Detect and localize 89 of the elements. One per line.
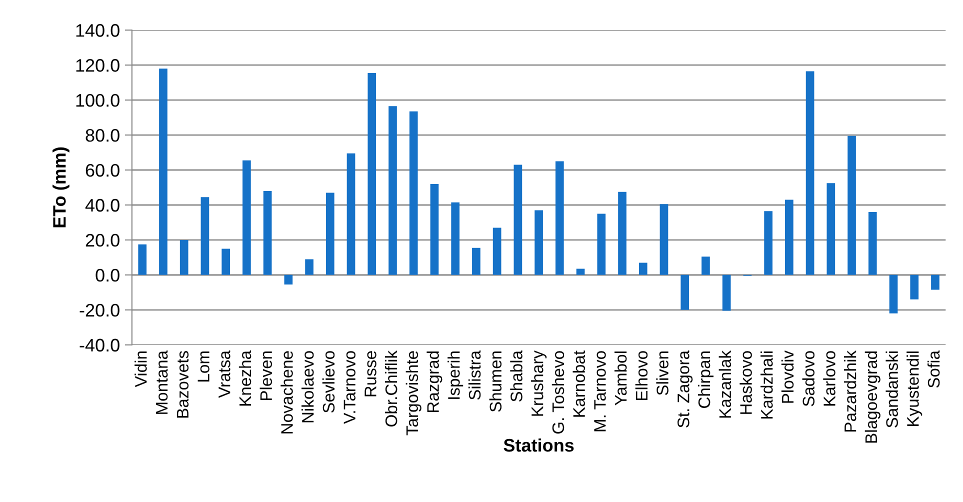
y-tick-label: -40.0: [80, 338, 120, 352]
x-tick-label: Krushary: [531, 350, 547, 416]
bar: [430, 184, 439, 275]
x-tick-label: G. Toshevo: [552, 351, 564, 434]
bar: [910, 274, 919, 300]
x-axis-title: Stations: [504, 438, 574, 452]
x-tick-label: Razgrad: [426, 352, 442, 412]
bar: [138, 244, 147, 275]
x-tick-label: Shumen: [489, 352, 502, 412]
x-tick-label: Sadovo: [802, 351, 815, 406]
bar: [222, 248, 230, 275]
x-tick-label: Obr.Chiflik: [384, 350, 398, 427]
bar: [180, 240, 188, 275]
x-tick-label: Novachene: [280, 351, 293, 434]
x-tick-label: Vidin: [134, 352, 147, 388]
x-tick-label: Yambol: [614, 352, 627, 406]
x-tick-label: M. Tarnovo: [594, 351, 606, 432]
bar: [492, 228, 502, 275]
x-tick-label: Chirpan: [698, 352, 714, 408]
x-tick-label: Pazardzhik: [844, 350, 856, 432]
bar: [514, 164, 522, 275]
bar: [534, 210, 543, 275]
x-tick-label: Sofia: [927, 350, 940, 388]
bar: [702, 256, 710, 275]
bar: [785, 200, 794, 275]
x-tick-label: Knezha: [238, 350, 252, 406]
bar: [388, 106, 397, 275]
bar: [284, 274, 293, 285]
bar: [848, 136, 856, 275]
bar: [555, 161, 564, 275]
x-tick-label: Karnobat: [572, 350, 586, 417]
y-tick-label: 140.0: [76, 24, 120, 37]
x-tick-label: Sandanski: [886, 352, 898, 428]
x-tick-label: Elhovo: [635, 351, 648, 400]
bar: [242, 160, 251, 275]
y-tick-label: 100.0: [76, 94, 120, 107]
x-tick-label: Kardzhali: [760, 352, 773, 419]
x-tick-label: V.Tarnovo: [344, 351, 356, 424]
x-tick-label: Targovishte: [406, 351, 422, 436]
bar: [868, 212, 877, 275]
bar: [263, 190, 272, 275]
bar: [368, 72, 376, 275]
y-tick-label: -20.0: [80, 304, 120, 317]
y-axis-title: ETo (mm): [52, 147, 70, 228]
bar: [326, 192, 334, 275]
x-tick-label: Karlovo: [823, 351, 836, 406]
bar: [200, 197, 210, 275]
bar: [722, 274, 731, 311]
y-tick-label: 40.0: [85, 198, 120, 212]
x-tick-label: Silistra: [468, 350, 481, 400]
x-tick-label: Pleven: [260, 352, 272, 400]
x-tick-label: St. Zagora: [678, 350, 693, 428]
y-tick-label: 0.0: [96, 268, 120, 282]
bar: [826, 183, 836, 275]
bar: [618, 192, 626, 275]
bar: [576, 268, 585, 275]
x-tick-label: Haskovo: [740, 351, 752, 414]
bar: [764, 211, 772, 275]
x-tick-label: Isperih: [448, 352, 464, 399]
bar: [305, 259, 314, 275]
x-tick-label: Montana: [156, 350, 168, 414]
bar: [159, 68, 168, 275]
y-tick-label: 60.0: [86, 164, 120, 177]
x-tick-label: Shabla: [510, 350, 522, 402]
bar: [680, 274, 690, 310]
bar: [660, 204, 668, 275]
x-tick-label: Plovdiv: [781, 350, 794, 403]
x-tick-label: Bazovets: [176, 351, 189, 418]
x-tick-label: Russe: [364, 351, 376, 396]
bar: [409, 111, 418, 275]
bar: [806, 71, 814, 275]
x-tick-label: Lom: [198, 352, 210, 382]
x-tick-label: Sliven: [656, 352, 668, 396]
bar: [451, 202, 460, 275]
x-tick-label: Blagoevgrad: [864, 351, 880, 443]
bar: [638, 262, 648, 275]
y-tick-label: 120.0: [76, 59, 120, 72]
x-tick-label: Sevlievo: [322, 351, 335, 413]
x-tick-label: Kazanlak: [718, 350, 732, 418]
bar: [346, 153, 356, 275]
y-tick-label: 20.0: [86, 234, 120, 247]
bar: [931, 274, 940, 290]
x-tick-label: Vratsa: [218, 350, 230, 398]
bar: [472, 248, 480, 275]
y-tick-label: 80.0: [86, 128, 120, 142]
x-tick-label: Nikolaevo: [302, 351, 314, 422]
x-tick-label: Kyustendil: [906, 352, 922, 426]
bar: [597, 214, 606, 275]
bar: [889, 274, 898, 314]
